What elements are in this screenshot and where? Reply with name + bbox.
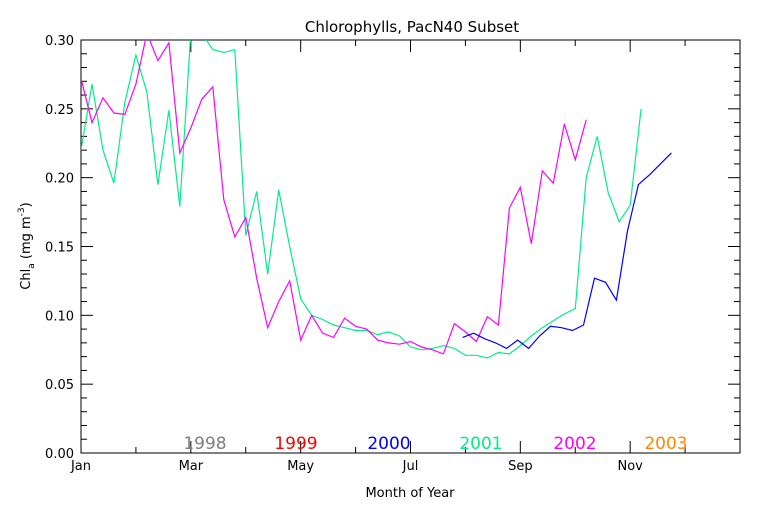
plot-frame [80, 39, 741, 454]
x-axis-label: Month of Year [365, 486, 455, 501]
y-tick-label: 0.20 [45, 172, 74, 187]
x-tick-label: Sep [508, 459, 533, 474]
x-tick-label: Jul [402, 459, 419, 474]
y-tick-label: 0.10 [45, 309, 74, 324]
series-line-2001 [81, 40, 642, 359]
series-layer [81, 40, 672, 359]
chart-title: Chlorophylls, PacN40 Subset [305, 18, 519, 36]
y-tick-label: 0.05 [45, 378, 74, 393]
x-axis: Jan Mar May Jul Sep Nov [70, 40, 686, 474]
series-line-2000 [462, 152, 672, 350]
series-line-2002 [81, 40, 587, 355]
legend-item-2003: 2003 [644, 434, 687, 454]
y-axis-label: Chla (mg m-3) [17, 202, 37, 289]
y-tick-label: 0.30 [45, 34, 74, 49]
legend-item-1998: 1998 [183, 434, 226, 454]
x-tick-label: Jan [70, 459, 91, 474]
legend-item-2002: 2002 [553, 434, 596, 454]
y-tick-label: 0.15 [45, 241, 74, 256]
legend-item-2001: 2001 [459, 434, 502, 454]
y-tick-label: 0.25 [45, 103, 74, 118]
y-tick-label: 0.00 [45, 447, 74, 462]
legend-item-1999: 1999 [274, 434, 317, 454]
x-tick-label: Nov [617, 459, 643, 474]
legend: 1998 1999 2000 2001 2002 2003 [183, 434, 687, 454]
x-tick-label: Mar [179, 459, 204, 474]
y-axis: 0.00 0.05 0.10 0.15 0.20 0.25 0.30 [45, 34, 740, 462]
x-tick-label: May [287, 459, 314, 474]
legend-item-2000: 2000 [367, 434, 410, 454]
